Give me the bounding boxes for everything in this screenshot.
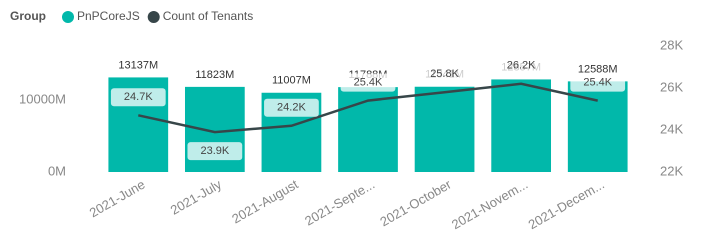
line-label-box: [264, 98, 319, 117]
x-tick-label: 2021-July: [168, 176, 225, 217]
bar-label: 12588M: [578, 63, 618, 75]
y2-tick-label: 24K: [660, 121, 683, 136]
line-label-box: [417, 65, 472, 84]
bar: [414, 86, 475, 172]
legend-marker: [147, 11, 160, 23]
y2-tick-label: 28K: [660, 37, 683, 52]
x-tick-label: 2021-June: [87, 177, 148, 221]
bar-label: 11823M: [195, 69, 234, 81]
line-label: 26.2K: [507, 60, 536, 72]
line-label-group: 24.2K: [264, 98, 319, 117]
y-tick-label: 0M: [48, 163, 66, 178]
legend-label: Count of Tenants: [163, 9, 254, 23]
bar-label: 11007M: [272, 75, 311, 87]
bar: [491, 79, 552, 172]
line-label-group: 26.2K: [493, 56, 549, 75]
line-label-box: [493, 56, 549, 75]
legend-title: Group: [10, 9, 46, 23]
line-label-group: 24.7K: [110, 88, 166, 107]
bar-label: 13137M: [118, 59, 158, 71]
line-label-box: [570, 73, 626, 92]
line: [138, 82, 598, 134]
line-label-group: 25.8K: [417, 65, 472, 84]
line-label-group: 23.9K: [187, 142, 243, 161]
x-tick-label: 2021-Septe...: [302, 177, 377, 229]
line-label: 24.2K: [277, 102, 306, 114]
x-tick-label: 2021-October: [377, 176, 454, 229]
line-label-group: 25.4K: [340, 73, 396, 92]
line-label: 25.4K: [583, 77, 612, 89]
legend-marker: [62, 11, 74, 23]
y-tick-label: 10000M: [19, 91, 66, 106]
y2-tick-label: 26K: [660, 79, 683, 94]
x-tick-label: 2021-Novem...: [449, 177, 530, 233]
line-label-box: [110, 88, 166, 107]
x-tick-label: 2021-August: [229, 176, 301, 226]
y2-tick-label: 22K: [660, 163, 683, 178]
line-label-box: [340, 73, 396, 92]
line-label-group: 25.4K: [570, 73, 626, 92]
line-label: 24.7K: [124, 91, 153, 103]
line-label: 25.8K: [430, 68, 459, 80]
line-label-box: [187, 142, 243, 161]
x-tick-label: 2021-Decem...: [526, 177, 607, 233]
legend-label: PnPCoreJS: [77, 9, 140, 23]
line-label: 23.9K: [200, 145, 229, 157]
line-label: 25.4K: [354, 77, 383, 89]
